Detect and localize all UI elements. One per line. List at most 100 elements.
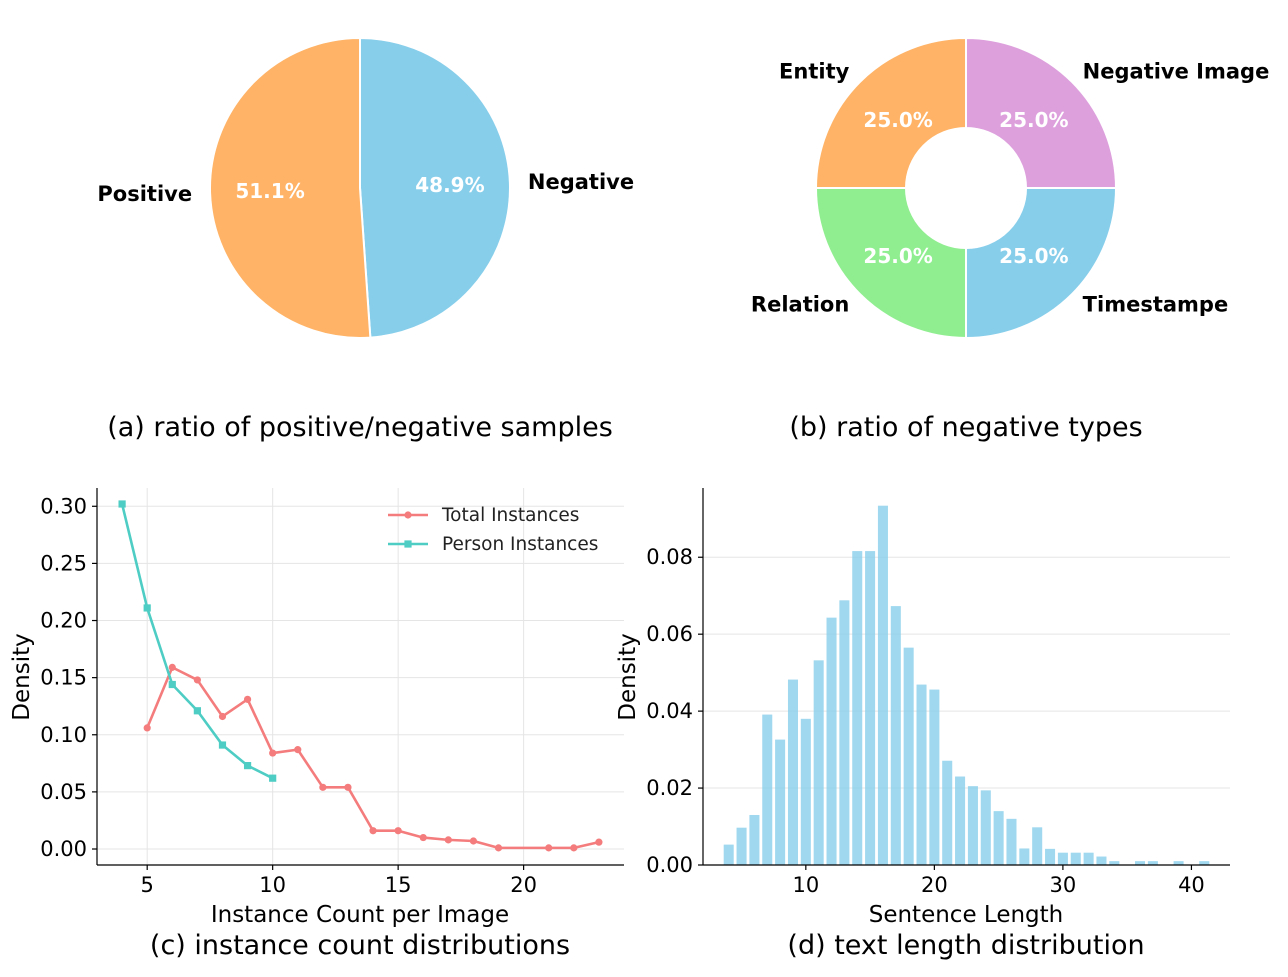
slice-entity (814, 36, 967, 189)
point-total-instances (469, 837, 478, 845)
x-tick-label-d: 40 (1178, 873, 1205, 897)
point-total-instances (243, 695, 252, 703)
y-tick-label-d: 0.00 (646, 853, 693, 877)
slice-label-entity: Entity (779, 59, 850, 83)
point-person-instances (168, 680, 176, 689)
slice-percent-positive: 51.1% (235, 179, 304, 203)
bar-length-26 (1006, 818, 1017, 865)
point-total-instances (444, 836, 452, 844)
slice-positive (209, 36, 372, 339)
point-total-instances (369, 827, 377, 835)
bar-length-23 (967, 786, 978, 865)
pie-chart-positive-negative: Negative 48.9% Positive 51.1% (97, 36, 634, 339)
bar-length-31 (1070, 852, 1081, 865)
bar-length-20 (929, 689, 940, 865)
bar-length-16 (877, 505, 888, 865)
bar-length-11 (813, 660, 824, 865)
slice-percent-timestampe: 25.0% (999, 244, 1068, 268)
slice-percent-entity: 25.0% (863, 108, 932, 132)
caption-d: (d) text length distribution (787, 930, 1144, 961)
bar-length-6 (749, 814, 760, 865)
y-tick-label-d: 0.08 (646, 545, 693, 569)
bar-length-28 (1032, 827, 1043, 865)
point-total-instances (394, 827, 402, 835)
x-axis-label-d: Sentence Length (869, 902, 1064, 928)
point-total-instances (570, 844, 578, 852)
y-tick-label-d: 0.02 (646, 776, 693, 800)
slice-label-negative-image: Negative Image (1083, 59, 1270, 83)
bar-length-27 (1019, 848, 1030, 865)
y-tick-label-d: 0.04 (646, 699, 693, 723)
bar-length-17 (890, 606, 901, 865)
slice-label-negative: Negative (528, 170, 634, 194)
slice-label-relation: Relation (751, 293, 849, 317)
x-tick-label-c: 20 (510, 873, 537, 897)
y-tick-label-c: 0.05 (40, 780, 87, 804)
slice-percent-relation: 25.0% (863, 244, 932, 268)
legend-marker-person-instances (404, 540, 412, 548)
y-axis-label-d: Density (615, 633, 641, 720)
x-tick-label-d: 30 (1050, 873, 1077, 897)
bar-length-8 (775, 739, 786, 865)
x-tick-label-d: 20 (921, 873, 948, 897)
legend-label-total-instances: Total Instances (441, 505, 579, 526)
bar-length-7 (762, 714, 773, 865)
y-tick-label-c: 0.30 (40, 494, 87, 518)
y-tick-label-c: 0.15 (40, 666, 87, 690)
bar-length-25 (993, 811, 1004, 865)
slice-relation (814, 187, 967, 340)
point-total-instances (595, 838, 603, 846)
y-axis-label-c: Density (9, 633, 35, 720)
slice-percent-negative-image: 25.0% (999, 108, 1068, 132)
bar-length-37 (1147, 861, 1158, 865)
bar-chart-text-length: 10 20 30 40 0.00 0.02 0.04 0.06 0.08 (646, 488, 1230, 897)
point-total-instances (294, 746, 302, 754)
legend-c: Total Instances Person Instances (388, 505, 598, 555)
y-tick-label-c: 0.20 (40, 609, 87, 633)
legend-label-person-instances: Person Instances (442, 534, 598, 555)
point-total-instances (143, 724, 151, 732)
slice-label-positive: Positive (97, 182, 192, 206)
slice-timestampe (965, 187, 1118, 340)
bar-length-33 (1096, 856, 1107, 865)
bar-length-34 (1109, 861, 1120, 865)
bar-length-24 (980, 790, 991, 865)
bar-length-9 (787, 679, 798, 865)
point-person-instances (269, 774, 277, 782)
point-person-instances (143, 604, 151, 612)
bar-length-32 (1083, 852, 1094, 865)
bar-length-12 (826, 617, 837, 865)
x-tick-label-c: 15 (385, 873, 412, 897)
point-person-instances (218, 741, 227, 749)
slice-negative (359, 36, 511, 339)
series-line-total-instances (145, 666, 600, 850)
bar-length-30 (1057, 852, 1068, 865)
point-total-instances (494, 844, 503, 852)
series-line-person-instances (120, 503, 274, 780)
slice-label-timestampe: Timestampe (1083, 293, 1229, 317)
y-tick-label-d: 0.06 (646, 622, 693, 646)
point-total-instances (218, 712, 227, 721)
bar-length-13 (839, 600, 850, 865)
bar-length-39 (1173, 861, 1184, 865)
x-tick-label-c: 5 (141, 873, 154, 897)
point-total-instances (419, 833, 427, 842)
donut-chart-negative-types: Negative Image 25.0% Timestampe 25.0% Relati… (751, 36, 1270, 340)
bar-length-14 (852, 551, 863, 865)
bar-length-5 (736, 827, 747, 865)
bar-length-21 (942, 760, 953, 865)
point-total-instances (344, 783, 352, 791)
point-total-instances (269, 749, 277, 757)
point-total-instances (545, 844, 553, 852)
caption-b: (b) ratio of negative types (789, 412, 1142, 443)
point-total-instances (193, 676, 201, 684)
slice-negative-image (965, 36, 1118, 189)
point-total-instances (319, 783, 327, 791)
slice-percent-negative: 48.9% (415, 173, 484, 197)
legend-marker-total-instances (404, 511, 412, 519)
bar-length-10 (800, 718, 811, 865)
x-tick-label-d: 10 (792, 873, 819, 897)
caption-c: (c) instance count distributions (150, 930, 570, 961)
bar-length-29 (1045, 848, 1056, 865)
